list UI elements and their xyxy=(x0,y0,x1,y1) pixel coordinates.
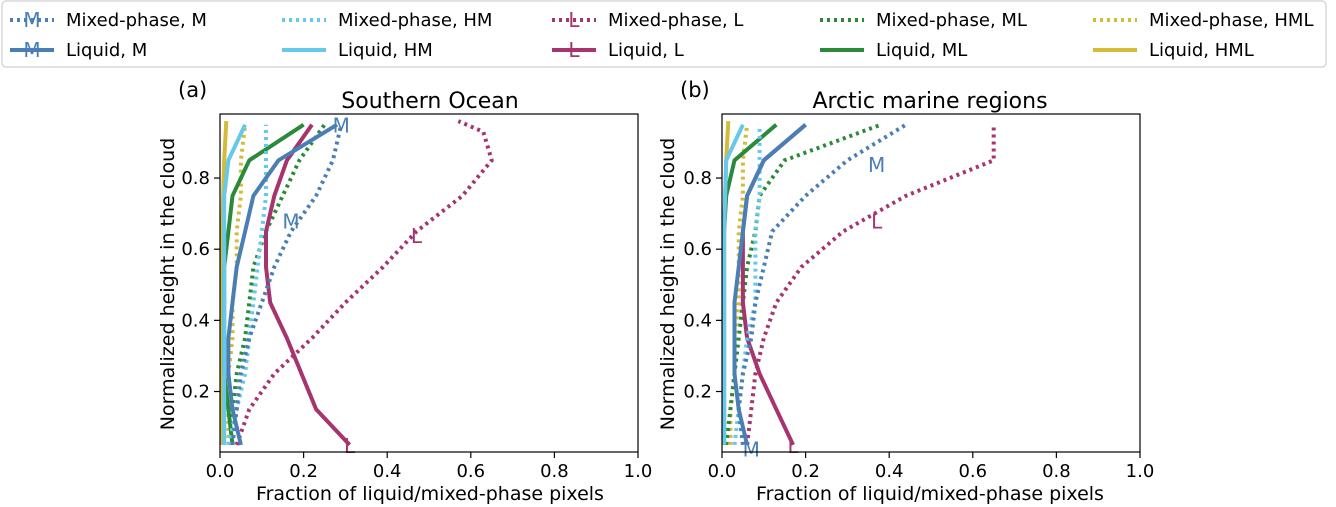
series-marker: M xyxy=(743,437,760,461)
x-tick-label: 0.8 xyxy=(1042,461,1071,482)
x-tick-label: 0.4 xyxy=(373,461,402,482)
series-line xyxy=(728,124,750,445)
x-axis-label: Fraction of liquid/mixed-phase pixels xyxy=(256,483,604,505)
series-line xyxy=(222,123,247,445)
x-tick-label: 0.6 xyxy=(456,461,485,482)
x-tick-label: 0.0 xyxy=(206,461,235,482)
series-line xyxy=(736,122,907,446)
series-line xyxy=(724,122,882,446)
legend-marker: L xyxy=(568,8,580,32)
series-line xyxy=(226,124,268,446)
legend-entry: M Mixed-phase, M xyxy=(10,8,207,32)
plot-area xyxy=(722,120,996,446)
x-tick-label: 0.6 xyxy=(958,461,987,482)
legend-label: Liquid, ML xyxy=(876,40,967,61)
series-marker: M xyxy=(868,153,885,177)
legend-label: Liquid, M xyxy=(66,40,147,61)
y-tick-label: 0.2 xyxy=(181,382,210,403)
y-axis-label: Normalized height in the cloud xyxy=(657,138,679,430)
series-line xyxy=(226,122,339,446)
legend-label: Mixed-phase, M xyxy=(66,10,207,31)
legend-frame xyxy=(1,0,1327,68)
series-line xyxy=(234,119,494,446)
series-marker: M xyxy=(282,210,299,234)
legend-entry: Mixed-phase, HM xyxy=(282,10,492,31)
series-line xyxy=(722,123,745,445)
legend-entry: L Liquid, L xyxy=(552,38,684,62)
series-line xyxy=(220,120,229,445)
legend-marker: L xyxy=(568,38,580,62)
legend-entry: L Mixed-phase, L xyxy=(552,8,743,32)
series-marker: M xyxy=(333,114,350,138)
legend-label: Mixed-phase, ML xyxy=(876,10,1027,31)
x-tick-label: 1.0 xyxy=(1126,461,1155,482)
series-line xyxy=(732,124,762,446)
x-tick-label: 0.2 xyxy=(791,461,820,482)
series-line xyxy=(230,123,327,445)
legend-label: Liquid, L xyxy=(608,40,684,61)
legend-entry: M Liquid, M xyxy=(10,38,147,62)
series-line xyxy=(740,123,807,446)
legend-marker: M xyxy=(23,8,40,32)
x-tick-label: 0.8 xyxy=(540,461,569,482)
legend-label: Mixed-phase, L xyxy=(608,10,743,31)
series-marker: L xyxy=(344,434,356,458)
x-tick-label: 0.2 xyxy=(289,461,318,482)
series-line xyxy=(732,123,807,446)
series-line xyxy=(264,123,352,447)
series-line xyxy=(230,124,344,446)
y-tick-label: 0.6 xyxy=(181,239,210,260)
series-marker: L xyxy=(787,434,799,458)
legend-label: Mixed-phase, HML xyxy=(1149,10,1313,31)
x-tick-label: 0.0 xyxy=(708,461,737,482)
legend-entry: Liquid, ML xyxy=(820,40,967,61)
panel-label: (b) xyxy=(680,78,710,102)
legend-label: Mixed-phase, HM xyxy=(338,10,492,31)
series-marker: L xyxy=(411,224,423,248)
plot-area xyxy=(220,119,494,447)
y-tick-label: 0.4 xyxy=(683,310,712,331)
series-marker: L xyxy=(871,210,883,234)
legend-entry: Mixed-phase, HML xyxy=(1093,10,1313,31)
y-tick-label: 0.4 xyxy=(181,310,210,331)
y-axis-label: Normalized height in the cloud xyxy=(157,138,179,430)
axes-frame xyxy=(219,113,639,453)
y-tick-label: 0.8 xyxy=(683,168,712,189)
legend-label: Liquid, HM xyxy=(338,40,433,61)
legend-label: Liquid, HML xyxy=(1149,40,1254,61)
panel-label: (a) xyxy=(178,78,207,102)
legend-marker: M xyxy=(23,38,40,62)
legend-entry: Mixed-phase, ML xyxy=(820,10,1027,31)
chart-title: Arctic marine regions xyxy=(812,89,1047,114)
y-tick-label: 0.8 xyxy=(181,168,210,189)
legend: M Mixed-phase, M M Liquid, M Mixed-phase, HM… xyxy=(10,8,1313,62)
axes-frame xyxy=(721,113,1141,453)
x-tick-label: 1.0 xyxy=(624,461,653,482)
panel-arctic-marine-regions: (b) Arctic marine regions Fraction of li… xyxy=(657,78,1154,505)
y-tick-label: 0.6 xyxy=(683,239,712,260)
x-tick-label: 0.4 xyxy=(875,461,904,482)
legend-entry: Liquid, HM xyxy=(282,40,433,61)
y-tick-label: 0.2 xyxy=(683,382,712,403)
panel-southern-ocean: (a) Southern Ocean Fraction of liquid/mi… xyxy=(157,78,652,505)
legend-entry: Liquid, HML xyxy=(1093,40,1254,61)
x-axis-label: Fraction of liquid/mixed-phase pixels xyxy=(756,483,1104,505)
chart-title: Southern Ocean xyxy=(341,89,518,114)
